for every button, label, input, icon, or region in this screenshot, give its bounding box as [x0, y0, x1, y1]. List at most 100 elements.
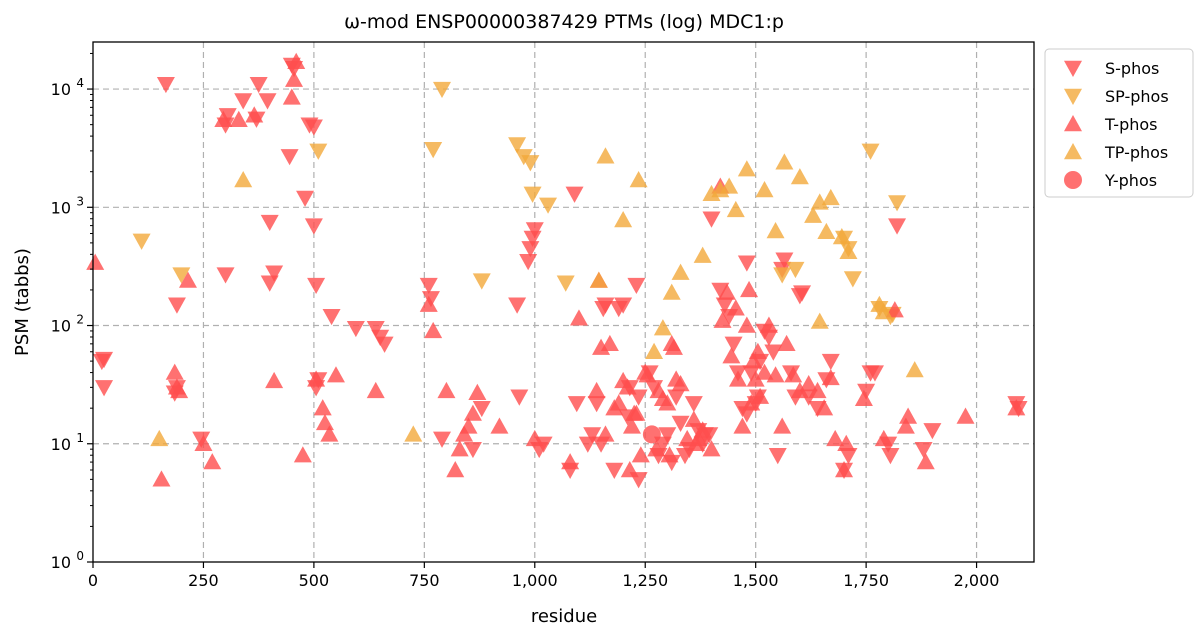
- data-point: [684, 410, 703, 427]
- data-point: [315, 413, 334, 431]
- data-point: [366, 320, 385, 338]
- data-point: [667, 389, 686, 406]
- data-point: [296, 190, 315, 207]
- data-point: [605, 462, 624, 479]
- data-point: [424, 141, 443, 159]
- data-point: [587, 396, 606, 413]
- data-point: [888, 218, 907, 235]
- data-point: [596, 425, 615, 442]
- data-point: [755, 363, 774, 380]
- data-point: [786, 261, 805, 279]
- data-point: [307, 370, 326, 387]
- data-point: [167, 297, 186, 314]
- data-point: [95, 351, 114, 369]
- y-tick-exponent: 0: [76, 549, 84, 563]
- data-point: [216, 267, 235, 284]
- data-point: [600, 334, 619, 352]
- data-point: [916, 453, 935, 470]
- x-tick-label: 0: [88, 571, 98, 590]
- data-point: [715, 297, 734, 314]
- data-point: [664, 338, 683, 355]
- x-tick-label: 2,000: [954, 571, 1000, 590]
- data-point: [609, 394, 628, 411]
- legend-box: [1044, 48, 1194, 198]
- data-point: [450, 440, 469, 457]
- data-point: [214, 110, 233, 127]
- data-point: [346, 320, 365, 338]
- data-point: [775, 252, 794, 269]
- legend-marker: [1064, 115, 1082, 132]
- data-point: [203, 453, 222, 470]
- data-point: [596, 297, 615, 314]
- data-point: [459, 417, 478, 434]
- data-point: [885, 301, 904, 318]
- legend-marker: [1064, 60, 1082, 77]
- y-tick-label: 10: [51, 198, 71, 217]
- data-point: [234, 171, 253, 188]
- data-point: [525, 429, 544, 447]
- data-point: [865, 365, 884, 382]
- data-point: [178, 271, 197, 288]
- y-tick-label: 10: [51, 317, 71, 336]
- data-point: [419, 295, 438, 312]
- data-point: [923, 423, 942, 440]
- data-point: [751, 387, 770, 404]
- data-point: [245, 106, 264, 123]
- data-point: [596, 147, 615, 164]
- data-point: [808, 381, 827, 399]
- data-point: [645, 342, 664, 359]
- data-point: [172, 267, 191, 284]
- data-point: [620, 460, 639, 478]
- plot-frame: [92, 41, 1035, 563]
- data-point: [322, 308, 341, 326]
- y-tick-exponent: 2: [76, 313, 84, 327]
- legend-marker: [1064, 143, 1082, 160]
- data-point: [755, 181, 774, 198]
- data-point: [759, 329, 778, 346]
- data-point: [622, 417, 641, 434]
- data-point: [521, 155, 540, 172]
- data-point: [821, 368, 840, 386]
- data-point: [839, 448, 858, 465]
- data-point: [777, 334, 796, 352]
- data-point: [525, 222, 544, 239]
- data-point: [874, 303, 893, 320]
- data-point: [627, 404, 646, 421]
- data-point: [881, 448, 900, 465]
- data-point: [627, 277, 646, 295]
- data-point: [874, 429, 893, 447]
- data-point: [790, 168, 809, 185]
- data-point: [523, 186, 542, 203]
- data-point: [826, 429, 845, 447]
- data-point: [433, 431, 452, 448]
- data-point: [132, 233, 151, 250]
- x-tick-label: 1,250: [622, 571, 668, 590]
- data-point: [914, 441, 933, 459]
- data-point: [490, 417, 509, 434]
- data-point: [905, 361, 924, 378]
- data-point: [821, 353, 840, 371]
- data-point: [589, 271, 608, 288]
- data-point: [810, 193, 829, 210]
- data-point: [658, 427, 677, 444]
- data-point: [956, 407, 975, 424]
- data-point: [746, 370, 765, 387]
- data-point: [304, 119, 323, 136]
- data-point: [287, 52, 306, 70]
- data-point: [421, 291, 440, 308]
- legend-label: T-phos: [1104, 115, 1158, 134]
- data-point: [726, 200, 745, 218]
- data-point: [662, 283, 681, 300]
- data-point: [510, 389, 529, 406]
- data-point: [304, 218, 323, 235]
- data-point: [539, 197, 558, 214]
- data-point: [375, 336, 394, 353]
- data-point: [733, 417, 752, 434]
- data-point: [671, 415, 690, 432]
- data-points: [86, 52, 1028, 489]
- data-point: [472, 400, 491, 418]
- data-point: [614, 297, 633, 314]
- x-tick-label: 1,500: [733, 571, 779, 590]
- data-point: [366, 381, 385, 399]
- data-point: [799, 375, 818, 392]
